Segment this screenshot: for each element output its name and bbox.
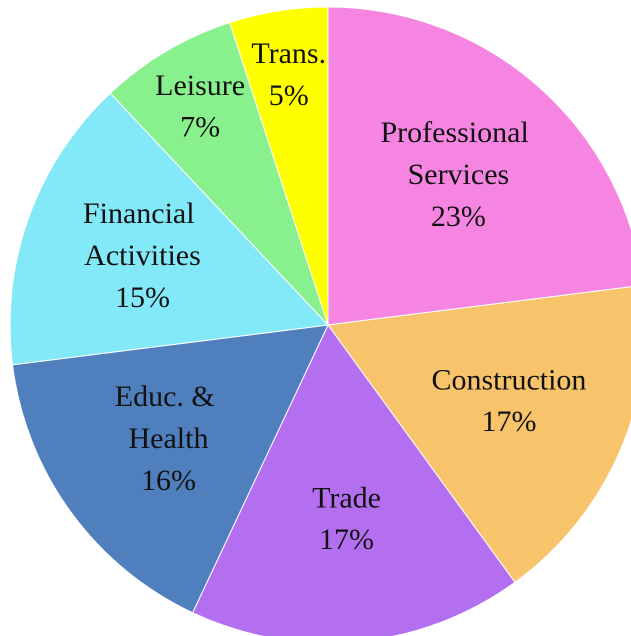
- slice-label: Trans.: [251, 37, 326, 70]
- pie-slice: [327, 286, 631, 583]
- slice-label: Trade: [312, 481, 381, 514]
- slice-value-label: 16%: [141, 464, 196, 497]
- pie-slice: [327, 6, 631, 326]
- slice-value-label: 17%: [481, 405, 536, 438]
- pie-slice: [9, 92, 330, 366]
- slice-value-label: 23%: [431, 200, 486, 233]
- slice-value-label: 17%: [319, 523, 374, 556]
- slice-value-label: 5%: [269, 79, 309, 112]
- slice-label: Leisure: [155, 69, 245, 102]
- slice-label: Professional Services: [380, 116, 536, 191]
- slice-value-label: 15%: [115, 281, 170, 314]
- slice-label: Construction: [431, 363, 586, 396]
- pie-slice: [229, 6, 329, 326]
- slice-value-label: 7%: [180, 111, 220, 144]
- pie-slice: [191, 324, 516, 636]
- pie-slice: [109, 21, 329, 326]
- pie-slice: [11, 324, 329, 614]
- slice-label: Educ. & Health: [115, 380, 222, 455]
- slice-label: Financial Activities: [83, 197, 202, 272]
